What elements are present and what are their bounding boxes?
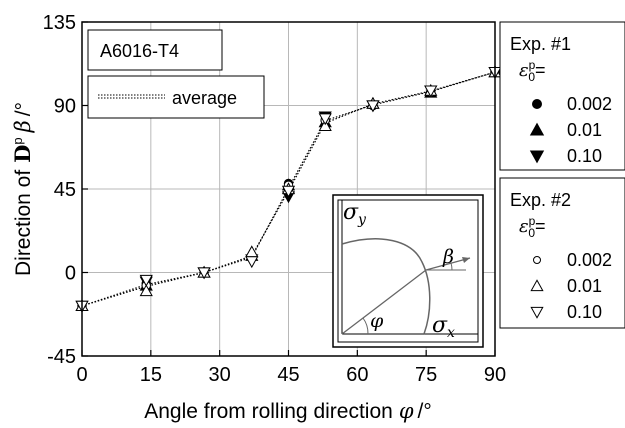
legend-exp2-eps-sup: p [529,214,536,228]
legend-exp1-eps-sub: 0 [528,70,535,84]
legend-exp1-marker-3 [529,150,545,164]
legend-exp1-marker-1 [532,99,542,109]
inset-sigma-y-symbol: σ [343,200,359,225]
inset-diagram: σy σx φ β [332,194,484,348]
y-tick-label: -45 [47,346,76,368]
x-tick-label: 90 [484,364,506,386]
y-axis-label-text: Direction of [12,170,35,276]
legend-exp2-eps-suffix: = [535,216,546,236]
legend-exp1-markers [529,99,545,164]
data-point-open-triangle-down [318,113,332,126]
legend-exp2-eps-sub: 0 [528,226,535,240]
legend-exp2-marker-2 [530,279,544,292]
y-axis-label: Direction of Dpβ /° [10,102,35,276]
legend-exp2-markers [530,256,544,319]
inset-normal-arrow [425,257,471,271]
legend-exp1-label-3: 0.10 [567,146,602,166]
tick-marks [81,21,496,357]
y-tick-labels: -45 0 45 90 135 [43,12,76,368]
legend-exp2: Exp. #2 εp 0= 0.002 0.01 0.10 [499,177,625,329]
x-tick-label: 30 [209,364,231,386]
y-axis-label-bold: D [10,145,35,163]
inset-sigma-x: σx [432,313,455,341]
legend-exp1-label-2: 0.01 [567,120,602,140]
inset-sigma-y: σy [343,200,367,228]
inset-sigma-x-symbol: σ [432,313,448,338]
legend-exp2-label-2: 0.01 [567,276,602,296]
y-tick-label: 0 [65,263,76,285]
y-tick-label: 90 [54,96,76,118]
y-tick-label: 45 [54,179,76,201]
x-tick-label: 60 [346,364,368,386]
x-tick-label: 0 [76,364,87,386]
inset-radial-line [341,269,427,335]
inset-normal-arrowhead [462,257,470,263]
legend-exp1-label-1: 0.002 [567,94,612,114]
data-point-open-triangle-down [197,267,211,280]
data-point-open-triangle-down [245,256,259,269]
legend-exp2-label-1: 0.002 [567,250,612,270]
y-axis-label-symbol: β [11,120,35,133]
x-tick-labels: 0 15 30 45 60 75 90 [76,364,506,386]
legend-exp1-eps-sup: p [529,58,536,72]
legend-exp1-eps-suffix: = [535,60,546,80]
legend-exp1: Exp. #1 εp 0= 0.002 0.01 0.10 [499,21,625,171]
legend-exp1-title: Exp. #1 [510,34,571,54]
legend-exp2-marker-3 [530,306,544,319]
inset-sigma-y-sub: y [357,212,367,228]
data-point-open-triangle-up [139,284,153,297]
data-point-open-triangle-down [366,100,380,113]
legend-exp2-label-3: 0.10 [567,302,602,322]
legend-exp1-eps: εp 0= [519,58,546,84]
material-label: A6016-T4 [100,41,179,61]
data-point-open-triangle-down [281,185,296,198]
y-tick-label: 135 [43,12,76,34]
inset-beta-label: β [442,246,454,268]
legend-exp2-eps: εp 0= [519,214,546,240]
legend-exp1-eps-symbol: ε [519,60,529,81]
marker-layer [75,65,502,313]
y-axis-label-sup: p [10,137,25,144]
x-tick-label: 45 [277,364,299,386]
x-axis-label: Angle from rolling direction φ/° [144,399,432,423]
legend-exp2-eps-symbol: ε [519,216,529,237]
x-axis-label-symbol: φ [399,399,414,423]
x-tick-label: 75 [415,364,437,386]
x-axis-label-text: Angle from rolling direction [144,400,393,423]
inset-phi-label: φ [370,310,384,332]
material-label-box: A6016-T4 [87,29,223,71]
legend-exp2-title: Exp. #2 [510,190,571,210]
inset-yield-curve [341,238,431,335]
inset-phi-arc [362,317,369,335]
average-legend-box: average [87,75,265,119]
data-point-open-triangle-down [139,274,153,287]
x-axis-label-unit: /° [418,400,432,423]
average-legend-label: average [172,88,237,108]
legend-exp1-marker-2 [529,122,545,136]
data-point-open-triangle-up [318,119,332,132]
x-tick-label: 15 [140,364,162,386]
inset-sigma-x-sub: x [447,325,455,341]
legend-exp2-marker-1 [533,256,541,264]
inset-beta-arc [450,262,453,271]
y-axis-label-unit: /° [12,102,35,116]
data-point-open-triangle-down [424,85,438,98]
